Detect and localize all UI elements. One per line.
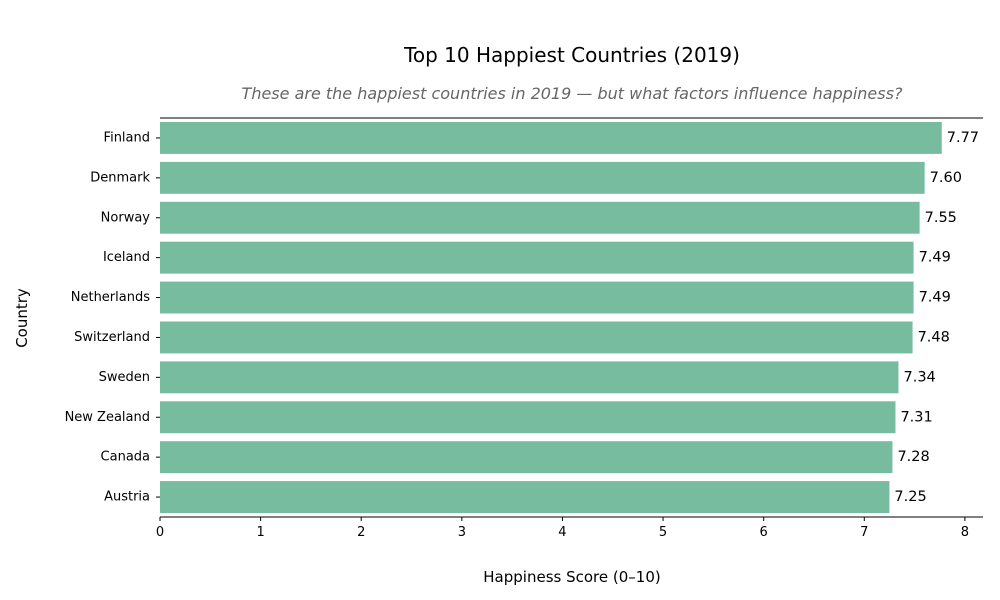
data-label: 7.48 bbox=[918, 329, 950, 345]
data-label: 7.55 bbox=[925, 210, 957, 226]
bar-new-zealand bbox=[160, 401, 896, 434]
data-label: 7.34 bbox=[903, 369, 935, 385]
data-label: 7.28 bbox=[897, 449, 929, 465]
x-tick-label: 8 bbox=[961, 525, 969, 540]
chart-title: Top 10 Happiest Countries (2019) bbox=[403, 43, 740, 67]
data-label: 7.49 bbox=[919, 250, 951, 266]
bar-norway bbox=[160, 201, 920, 234]
x-tick-label: 5 bbox=[659, 525, 667, 540]
y-tick-label: Canada bbox=[101, 450, 150, 465]
y-axis-label: Country bbox=[13, 288, 31, 348]
x-tick-label: 0 bbox=[156, 525, 164, 540]
y-tick-label: Netherlands bbox=[71, 290, 150, 305]
bar-sweden bbox=[160, 361, 899, 394]
y-tick-label: Sweden bbox=[99, 370, 150, 385]
y-tick-label: New Zealand bbox=[65, 410, 150, 425]
data-label: 7.49 bbox=[919, 290, 951, 306]
x-tick-label: 3 bbox=[458, 525, 466, 540]
y-tick-label: Austria bbox=[104, 490, 150, 505]
x-tick-label: 2 bbox=[357, 525, 365, 540]
y-tick-label: Norway bbox=[101, 210, 151, 225]
x-axis-ticks: 0 1 2 3 4 5 6 7 8 bbox=[156, 517, 969, 540]
bar-finland bbox=[160, 121, 942, 154]
x-tick-label: 7 bbox=[860, 525, 868, 540]
y-tick-label: Finland bbox=[104, 130, 150, 145]
x-axis-label: Happiness Score (0–10) bbox=[483, 568, 660, 586]
y-tick-labels: Finland Denmark Norway Iceland Netherlands Sw… bbox=[65, 130, 160, 505]
data-label: 7.60 bbox=[930, 170, 962, 186]
bar-canada bbox=[160, 441, 893, 474]
data-label: 7.25 bbox=[894, 489, 926, 505]
y-tick-label: Denmark bbox=[90, 170, 150, 185]
x-tick-label: 6 bbox=[760, 525, 768, 540]
x-tick-label: 1 bbox=[256, 525, 264, 540]
bar-denmark bbox=[160, 161, 925, 194]
x-tick-label: 4 bbox=[558, 525, 566, 540]
data-label: 7.77 bbox=[947, 130, 979, 146]
bar-switzerland bbox=[160, 321, 913, 354]
data-labels: 7.77 7.60 7.55 7.49 7.49 7.48 7.34 7.31 7.28 7.25 bbox=[894, 130, 979, 505]
bar-iceland bbox=[160, 241, 914, 274]
bar-austria bbox=[160, 481, 890, 514]
data-label: 7.31 bbox=[900, 409, 932, 425]
bars-group bbox=[160, 121, 942, 514]
y-tick-label: Switzerland bbox=[74, 330, 150, 345]
chart-subtitle: These are the happiest countries in 2019… bbox=[242, 84, 903, 103]
y-tick-label: Iceland bbox=[103, 250, 150, 265]
bar-netherlands bbox=[160, 281, 914, 314]
